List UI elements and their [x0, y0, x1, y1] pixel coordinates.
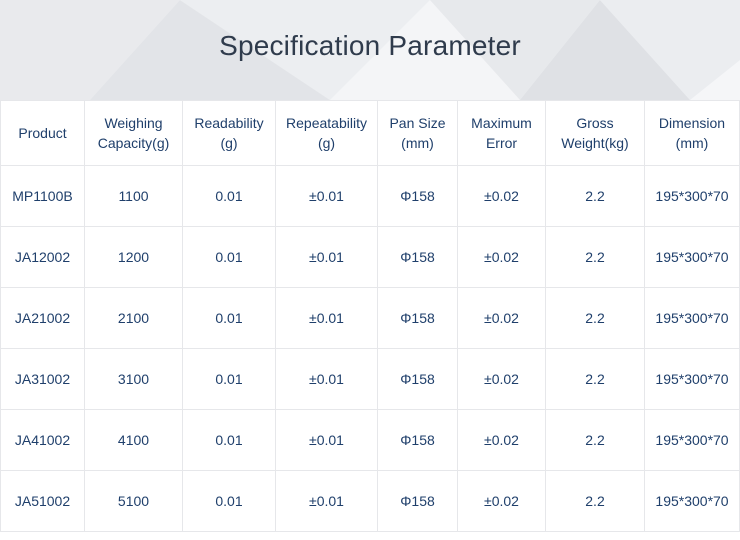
- table-cell: ±0.02: [457, 226, 546, 288]
- table-cell: 0.01: [182, 165, 276, 227]
- table-cell: Φ158: [377, 226, 458, 288]
- table-cell: Φ158: [377, 287, 458, 349]
- table-cell: Φ158: [377, 470, 458, 532]
- table-header-row: Product Weighing Capacity(g) Readability (g)…: [0, 100, 740, 166]
- table-cell: ±0.02: [457, 287, 546, 349]
- table-cell: 4100: [84, 409, 183, 471]
- header-product: Product: [0, 100, 85, 166]
- header-line: Gross: [576, 115, 614, 131]
- banner-polygon-background: [0, 0, 740, 100]
- table-cell: 5100: [84, 470, 183, 532]
- table-cell: ±0.01: [275, 348, 378, 410]
- header-line: (mm): [401, 135, 434, 151]
- table-cell: 0.01: [182, 409, 276, 471]
- header-pan-size: Pan Size (mm): [377, 100, 458, 166]
- table-cell: 0.01: [182, 470, 276, 532]
- table-cell: 195*300*70: [644, 165, 740, 227]
- table-row: JA51002 5100 0.01 ±0.01 Φ158 ±0.02 2.2 195*300*…: [0, 470, 740, 532]
- header-line: (g): [220, 135, 238, 151]
- table-cell: ±0.01: [275, 409, 378, 471]
- table-cell: ±0.01: [275, 470, 378, 532]
- table-row: JA41002 4100 0.01 ±0.01 Φ158 ±0.02 2.2 195*300*…: [0, 409, 740, 471]
- header-line: Error: [485, 135, 518, 151]
- table-cell: 2.2: [545, 348, 645, 410]
- table-cell: 2.2: [545, 165, 645, 227]
- header-line: Weight(kg): [561, 135, 629, 151]
- table-cell: 0.01: [182, 226, 276, 288]
- header-line: (g): [317, 135, 336, 151]
- table-cell: 2.2: [545, 409, 645, 471]
- header-line: Readability: [194, 115, 264, 131]
- table-cell: 2.2: [545, 226, 645, 288]
- header-line: (mm): [675, 135, 709, 151]
- header-line: Repeatability: [286, 115, 367, 131]
- table-cell: ±0.02: [457, 409, 546, 471]
- header-line: Product: [18, 125, 67, 141]
- header-dimension: Dimension (mm): [644, 100, 740, 166]
- table-cell: 2.2: [545, 470, 645, 532]
- table-row: JA21002 2100 0.01 ±0.01 Φ158 ±0.02 2.2 195*300*…: [0, 287, 740, 349]
- specification-table: Product Weighing Capacity(g) Readability (g)…: [0, 100, 740, 532]
- table-cell: JA21002: [0, 287, 85, 349]
- table-cell: ±0.01: [275, 287, 378, 349]
- table-cell: 195*300*70: [644, 226, 740, 288]
- table-cell: 2100: [84, 287, 183, 349]
- table-cell: ±0.01: [275, 226, 378, 288]
- header-line: Pan Size: [389, 115, 446, 131]
- title-banner: Specification Parameter: [0, 0, 740, 100]
- table-cell: 3100: [84, 348, 183, 410]
- table-cell: 0.01: [182, 348, 276, 410]
- table-cell: 1200: [84, 226, 183, 288]
- header-line: Weighing: [104, 115, 163, 131]
- header-gross-weight: Gross Weight(kg): [545, 100, 645, 166]
- table-row: JA12002 1200 0.01 ±0.01 Φ158 ±0.02 2.2 195*300*…: [0, 226, 740, 288]
- table-cell: 0.01: [182, 287, 276, 349]
- table-cell: Φ158: [377, 409, 458, 471]
- table-cell: 2.2: [545, 287, 645, 349]
- table-body: MP1100B 1100 0.01 ±0.01 Φ158 ±0.02 2.2 195*300*…: [0, 165, 740, 532]
- table-cell: 195*300*70: [644, 409, 740, 471]
- header-line: Dimension: [658, 115, 726, 131]
- table-cell: JA31002: [0, 348, 85, 410]
- table-cell: ±0.02: [457, 470, 546, 532]
- table-cell: ±0.01: [275, 165, 378, 227]
- table-cell: 195*300*70: [644, 470, 740, 532]
- table-row: MP1100B 1100 0.01 ±0.01 Φ158 ±0.02 2.2 195*300*…: [0, 165, 740, 227]
- table-cell: JA12002: [0, 226, 85, 288]
- header-line: Capacity(g): [97, 135, 170, 151]
- header-line: Maximum: [471, 115, 532, 131]
- table-cell: 195*300*70: [644, 348, 740, 410]
- header-maximum-error: Maximum Error: [457, 100, 546, 166]
- table-cell: 1100: [84, 165, 183, 227]
- table-cell: MP1100B: [0, 165, 85, 227]
- header-readability: Readability (g): [182, 100, 276, 166]
- table-cell: 195*300*70: [644, 287, 740, 349]
- table-cell: Φ158: [377, 165, 458, 227]
- header-weighing-capacity: Weighing Capacity(g): [84, 100, 183, 166]
- table-cell: Φ158: [377, 348, 458, 410]
- header-repeatability: Repeatability (g): [275, 100, 378, 166]
- table-cell: JA51002: [0, 470, 85, 532]
- table-row: JA31002 3100 0.01 ±0.01 Φ158 ±0.02 2.2 195*300*…: [0, 348, 740, 410]
- table-cell: ±0.02: [457, 348, 546, 410]
- page-title: Specification Parameter: [219, 30, 521, 61]
- table-cell: ±0.02: [457, 165, 546, 227]
- table-cell: JA41002: [0, 409, 85, 471]
